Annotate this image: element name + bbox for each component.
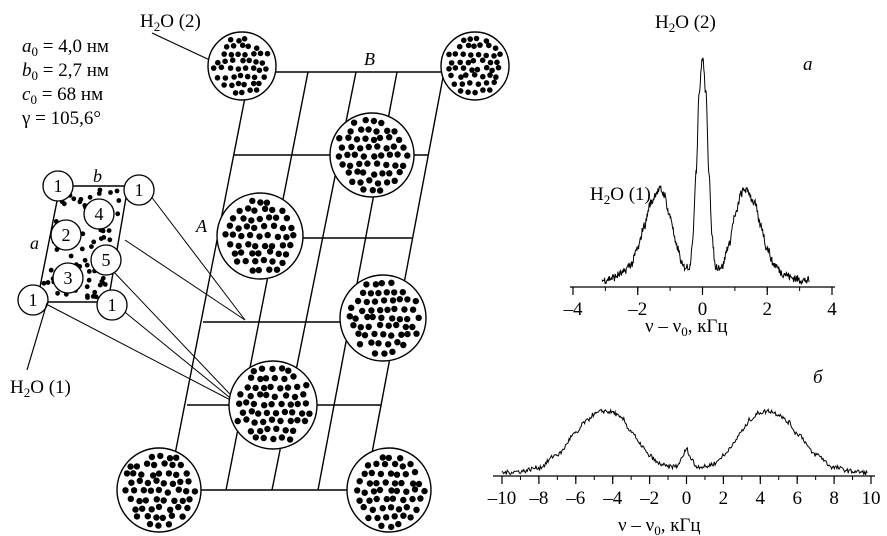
cell-dot bbox=[90, 294, 96, 299]
spectrum-a: –4 –2 0 2 4 H2O (2) H2O (1) а ν – ν0, кГц bbox=[563, 12, 838, 339]
projection-lines bbox=[47, 194, 246, 411]
cell-dot bbox=[115, 211, 121, 217]
cell-site-number: 3 bbox=[64, 268, 73, 288]
cell-site-number: 1 bbox=[108, 295, 117, 315]
spectrum-a-xlabel: ν – ν0, кГц bbox=[645, 316, 728, 339]
cell-dot bbox=[87, 194, 93, 200]
cell-dot bbox=[116, 198, 122, 203]
cell-dot bbox=[82, 257, 88, 263]
cell-dot bbox=[85, 295, 90, 300]
fiber-bundles bbox=[116, 31, 510, 533]
lattice-label-A: A bbox=[195, 216, 208, 236]
cell-site-number: 1 bbox=[29, 290, 38, 310]
tick-label: 10 bbox=[862, 488, 881, 509]
cell-dot bbox=[108, 190, 113, 195]
leader-h2o-site2 bbox=[151, 32, 215, 63]
cell-site-circle: 1 bbox=[123, 174, 155, 206]
tick-label: 4 bbox=[827, 299, 837, 320]
fiber-bundle bbox=[228, 360, 318, 450]
cell-dot bbox=[107, 237, 113, 243]
tick-label: 4 bbox=[756, 488, 766, 509]
spectrum-b-curve bbox=[501, 408, 868, 477]
unit-cell: 1 1 4 2 5 3 1 1 b a bbox=[17, 166, 155, 321]
cell-dot bbox=[77, 199, 83, 205]
cell-dot bbox=[79, 246, 85, 252]
cell-dot bbox=[97, 187, 103, 193]
cell-site-circle: 1 bbox=[42, 170, 74, 202]
cell-dot bbox=[48, 267, 54, 273]
cell-dot bbox=[84, 284, 90, 290]
cell-dot bbox=[71, 196, 77, 202]
tick-label: –2 bbox=[627, 299, 647, 320]
cell-dot bbox=[100, 228, 106, 234]
fiber-bundle bbox=[207, 31, 277, 101]
param-a0: a0 = 4,0 нм bbox=[22, 36, 109, 59]
cell-dot bbox=[101, 235, 107, 240]
spectrum-a-panel-label: а bbox=[803, 54, 813, 75]
spectrum-a-label-h2o-site2: H2O (2) bbox=[655, 12, 716, 35]
spectrum-a-label-h2o-site1: H2O (1) bbox=[590, 184, 651, 207]
cell-dot bbox=[55, 290, 60, 296]
cell-dot bbox=[106, 228, 112, 234]
tick-label: –10 bbox=[487, 488, 517, 509]
cell-dot bbox=[99, 279, 105, 284]
cell-site-number: 2 bbox=[62, 225, 71, 245]
label-h2o-site2-top: H2O (2) bbox=[140, 11, 201, 34]
tick-label: 6 bbox=[792, 488, 802, 509]
cell-site-circle: 4 bbox=[83, 198, 115, 230]
spectrum-b-xlabel: ν – ν0, кГц bbox=[618, 515, 701, 536]
cell-site-circle: 2 bbox=[50, 219, 82, 251]
tick-label: 2 bbox=[763, 299, 773, 320]
leader-h2o-site1 bbox=[26, 302, 48, 371]
fiber-bundle bbox=[216, 192, 304, 280]
cell-dot bbox=[86, 269, 92, 274]
lattice-parameters: a0 = 4,0 нм b0 = 2,7 нм c0 = 68 нм γ = 1… bbox=[21, 36, 109, 129]
cell-site-number: 5 bbox=[102, 250, 111, 270]
cell-dot bbox=[86, 277, 92, 283]
cell-dot bbox=[89, 244, 94, 250]
cell-site-circle: 1 bbox=[17, 284, 49, 316]
cell-dot bbox=[84, 262, 90, 268]
tick-label: 0 bbox=[682, 488, 692, 509]
cell-site-number: 4 bbox=[95, 204, 104, 224]
cell-site-circle: 3 bbox=[52, 262, 84, 294]
cell-dot bbox=[97, 282, 103, 288]
cell-dot bbox=[41, 280, 47, 286]
cell-site-circle: 1 bbox=[96, 289, 128, 321]
cell-label-b: b bbox=[93, 166, 102, 186]
fiber-bundle bbox=[329, 112, 415, 198]
spectrum-a-curve bbox=[601, 57, 810, 285]
cell-dot bbox=[102, 282, 108, 287]
cell-dot bbox=[114, 188, 120, 194]
param-b0: b0 = 2,7 нм bbox=[22, 60, 109, 83]
cell-dot bbox=[45, 280, 51, 285]
tick-label: 2 bbox=[719, 488, 729, 509]
cell-site-number: 1 bbox=[54, 176, 63, 196]
tick-label: 8 bbox=[829, 488, 839, 509]
param-c0: c0 = 68 нм bbox=[22, 84, 103, 107]
param-gamma: γ = 105,6° bbox=[21, 108, 101, 129]
fiber-bundle bbox=[116, 447, 202, 533]
label-h2o-site1-bottom: H2O (1) bbox=[10, 377, 71, 400]
tick-label: –6 bbox=[565, 488, 585, 509]
spectrum-b: –10 –8 –6 –4 –2 0 2 4 6 8 10 б ν – ν0, кГц bbox=[487, 367, 881, 536]
tick-label: –4 bbox=[602, 488, 623, 509]
lattice-label-B: B bbox=[364, 49, 375, 69]
fiber-bundle bbox=[346, 447, 432, 533]
tick-label: 0 bbox=[698, 299, 708, 320]
fiber-bundle bbox=[339, 274, 427, 362]
cell-site-number: 1 bbox=[135, 180, 144, 200]
spectrum-b-panel-label: б bbox=[813, 367, 824, 388]
cell-label-a: a bbox=[30, 233, 39, 253]
fiber-bundle bbox=[440, 31, 510, 101]
tick-label: –2 bbox=[639, 488, 659, 509]
tick-label: –8 bbox=[528, 488, 548, 509]
cell-site-circle: 5 bbox=[90, 244, 122, 276]
tick-label: –4 bbox=[563, 299, 584, 320]
cell-dot bbox=[92, 289, 98, 295]
cell-dot bbox=[91, 239, 97, 245]
cell-dot bbox=[68, 253, 74, 259]
